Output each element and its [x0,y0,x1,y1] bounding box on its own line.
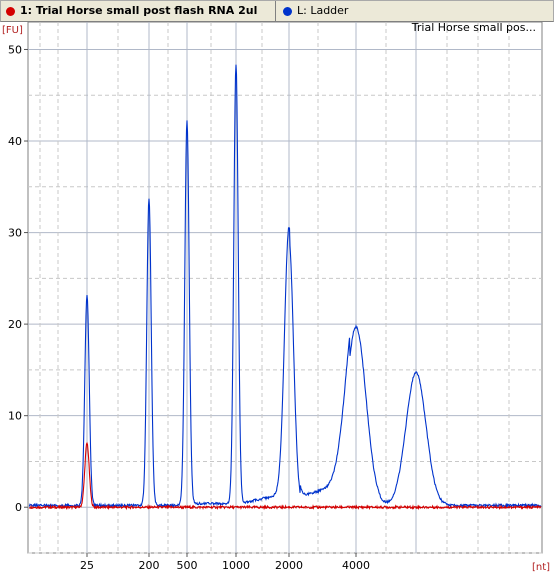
x-axis-label: [nt] [532,562,550,573]
y-tick-label: 10 [8,410,22,423]
y-axis-label: [FU] [2,25,23,36]
y-tick-label: 30 [8,227,22,240]
plot-area [27,22,543,554]
y-axis-ticks: 0 10 20 30 40 50 [8,43,28,514]
y-tick-label: 0 [15,501,22,514]
x-axis-ticks: 25 200 500 1000 2000 4000 [80,553,370,572]
y-tick-label: 20 [8,318,22,331]
x-tick-label: 200 [139,559,160,572]
grid-lines [28,22,542,554]
chart-title: Trial Horse small pos... [411,22,536,34]
electropherogram-chart: 0 10 20 30 40 50 25 200 500 1000 2000 4000 Trial H… [2,22,550,573]
x-tick-label: 4000 [342,559,370,572]
y-tick-label: 50 [8,43,22,56]
sample-trace-line [28,441,542,511]
x-tick-label: 1000 [222,559,250,572]
legend-sample-label: 1: Trial Horse small post flash RNA 2ul [20,4,258,17]
x-tick-label: 500 [177,559,198,572]
x-tick-label: 2000 [275,559,303,572]
ladder-dot-icon [283,6,292,16]
ladder-trace-line [28,64,542,509]
x-tick-label: 25 [80,559,94,572]
legend-ladder-label: L: Ladder [297,4,349,17]
legend-ladder[interactable]: L: Ladder [275,1,480,21]
legend-bar: 1: Trial Horse small post flash RNA 2ul … [0,0,554,22]
series-layer [28,64,542,511]
legend-sample[interactable]: 1: Trial Horse small post flash RNA 2ul [3,1,271,21]
y-tick-label: 40 [8,135,22,148]
sample-dot-icon [6,6,15,16]
